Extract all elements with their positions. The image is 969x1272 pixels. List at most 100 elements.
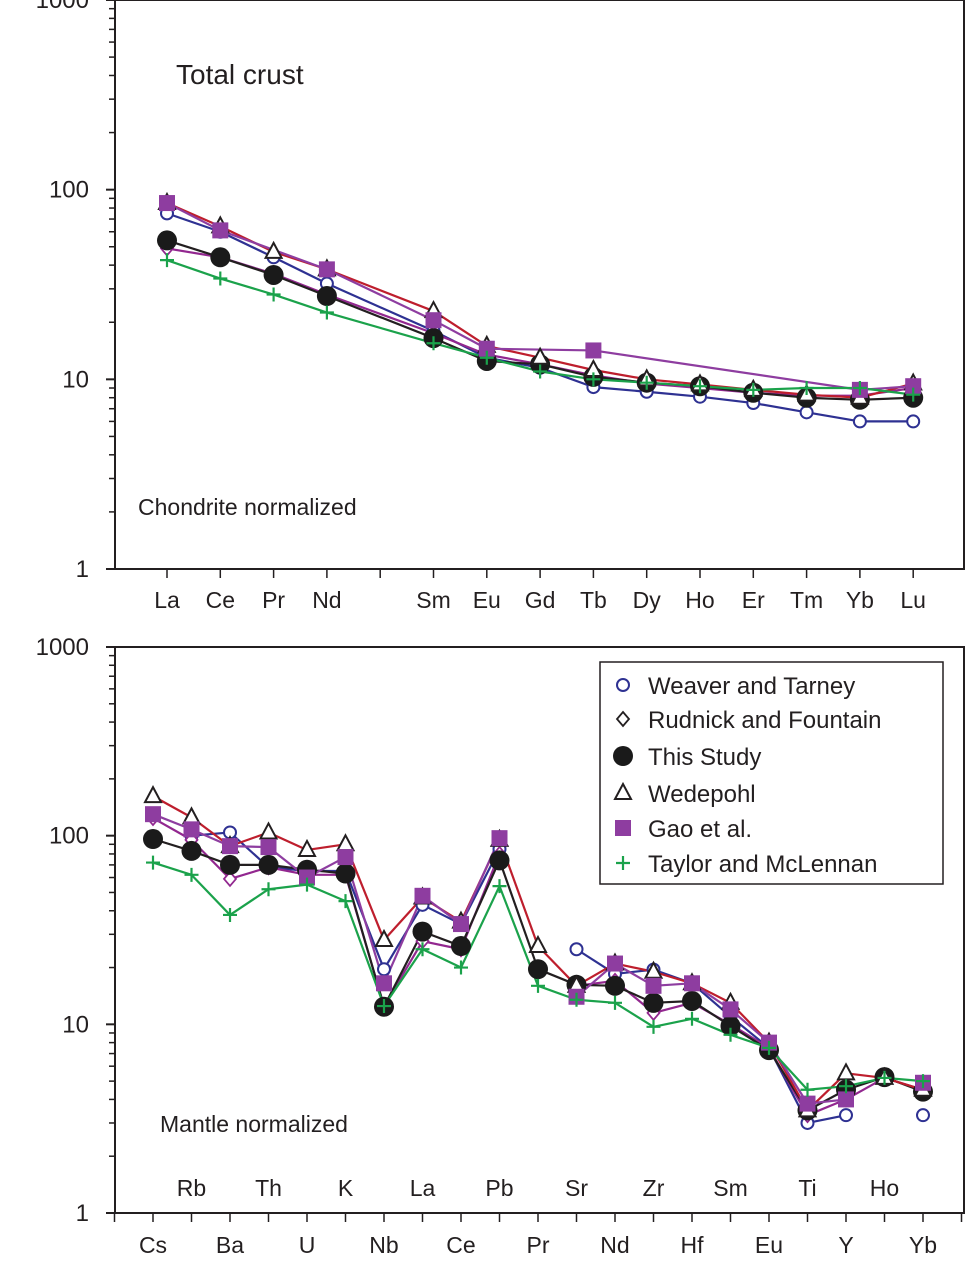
bottom-data-point <box>335 833 356 852</box>
bottom-data-point <box>685 1011 699 1026</box>
top-series-line-segment <box>432 319 488 350</box>
bottom-data-point <box>839 1108 853 1123</box>
top-series-line-segment <box>273 256 328 285</box>
top-data-point <box>906 387 921 402</box>
bottom-data-point <box>300 877 314 892</box>
top-series-line-segment <box>166 202 221 232</box>
bottom-x-tick-label: Nb <box>369 1232 398 1258</box>
bottom-y-tick-label: 1000 <box>36 634 89 661</box>
bottom-data-point <box>412 921 433 942</box>
top-y-tick-label: 100 <box>49 177 89 204</box>
top-data-point <box>799 405 814 420</box>
bottom-series-line-segment <box>383 931 424 1008</box>
top-x-tick-label: Sm <box>416 587 451 613</box>
bottom-series-line-segment <box>383 948 424 1007</box>
bottom-data-point <box>723 1027 738 1042</box>
top-series-line-segment <box>166 259 221 280</box>
top-data-point <box>852 414 867 429</box>
bottom-data-point <box>146 855 160 870</box>
bottom-series-line-segment <box>614 1001 655 1028</box>
bottom-x-tick-label: Ba <box>216 1232 244 1258</box>
bottom-chart-annotation: Mantle normalized <box>160 1111 348 1137</box>
top-x-tick-label: La <box>154 587 180 613</box>
bottom-x-tick-label: Eu <box>755 1232 783 1258</box>
top-series-line-segment <box>326 268 434 313</box>
top-series-line-segment <box>326 282 434 332</box>
bottom-series-line-segment <box>459 837 501 925</box>
top-chart-title: Total crust <box>176 59 304 90</box>
top-y-tick-label: 1000 <box>36 0 89 14</box>
top-data-point <box>533 364 548 379</box>
bottom-x-tick-label: K <box>338 1175 354 1201</box>
top-data-point <box>799 381 814 396</box>
top-chart: 1 10 100 1000 La Ce Pr Nd Sm Eu Gd Tb Dy Ho Er Tm Yb Lu <box>36 0 965 613</box>
bottom-x-tick-label: Nd <box>600 1232 629 1258</box>
top-series-line-segment <box>593 349 861 391</box>
bottom-x-tick-label: Ho <box>870 1175 899 1201</box>
top-data-point <box>266 287 281 302</box>
bottom-data-point <box>491 830 508 847</box>
bottom-data-point <box>722 1001 739 1018</box>
bottom-data-point <box>684 975 700 992</box>
top-x-tick-label: Eu <box>473 587 501 613</box>
legend-entry-label: Taylor and McLennan <box>648 851 877 878</box>
legend-entry-label: Weaver and Tarney <box>648 673 855 700</box>
bottom-data-point <box>877 1070 892 1085</box>
bottom-data-point <box>451 936 471 957</box>
top-series-line-segment <box>326 294 434 340</box>
top-data-point <box>210 247 231 268</box>
bottom-data-point <box>645 977 662 994</box>
top-data-point <box>263 240 284 259</box>
top-data-point <box>852 381 867 396</box>
legend-marker-icon <box>616 856 630 870</box>
bottom-data-point <box>762 1040 776 1055</box>
top-data-point <box>479 350 494 365</box>
top-data-point <box>746 382 761 397</box>
bottom-data-point <box>376 975 392 992</box>
bottom-data-point <box>222 838 238 855</box>
top-data-point <box>159 195 175 212</box>
bottom-data-point <box>143 785 163 804</box>
bottom-data-point <box>337 849 354 866</box>
bottom-data-point <box>528 959 548 980</box>
bottom-x-tick-label: Rb <box>177 1175 206 1201</box>
top-series-line-segment <box>593 386 647 393</box>
top-series-line-segment <box>753 401 807 414</box>
bottom-x-tick-label: Zr <box>643 1175 665 1201</box>
top-series-line-segment <box>219 277 274 296</box>
legend-entry-label: This Study <box>648 744 761 771</box>
top-x-tick-label: Ce <box>206 587 235 613</box>
top-x-tick-label: Er <box>742 587 765 613</box>
bottom-data-point <box>258 854 279 875</box>
bottom-data-point <box>492 879 507 894</box>
bottom-data-point <box>222 870 238 888</box>
legend-marker-icon <box>616 678 630 692</box>
bottom-data-point <box>377 999 391 1014</box>
top-series-line-segment <box>593 368 647 381</box>
bottom-data-point <box>143 829 163 850</box>
bottom-series-line-segment <box>653 1017 693 1028</box>
top-data-point <box>213 271 228 286</box>
top-data-point <box>212 222 229 239</box>
top-series-line-segment <box>326 311 434 345</box>
bottom-data-point <box>183 821 200 838</box>
legend-marker-icon <box>615 820 631 836</box>
top-series-line-segment <box>699 395 754 405</box>
top-y-tick-label: 1 <box>76 556 89 583</box>
bottom-chart: 1 10 100 1000 Cs Rb Ba Th U K Nb La Ce Pb Pr Sr Nd Zr Hf Sm… <box>36 634 965 1258</box>
top-series-line-segment <box>166 212 221 233</box>
top-data-point <box>426 336 441 351</box>
top-series-line-segment <box>646 390 701 398</box>
bottom-x-tick-label: Y <box>838 1232 853 1258</box>
top-series-line-segment <box>806 411 861 423</box>
bottom-x-tick-label: U <box>299 1232 316 1258</box>
bottom-y-tick-label: 1 <box>76 1200 89 1227</box>
bottom-data-point <box>223 907 237 922</box>
bottom-y-tick-label: 10 <box>62 1011 89 1038</box>
bottom-data-point <box>605 975 625 996</box>
bottom-data-point <box>184 867 199 882</box>
bottom-x-tick-label: Sr <box>565 1175 588 1201</box>
legend-marker-icon <box>615 710 631 728</box>
bottom-data-point <box>489 850 510 871</box>
